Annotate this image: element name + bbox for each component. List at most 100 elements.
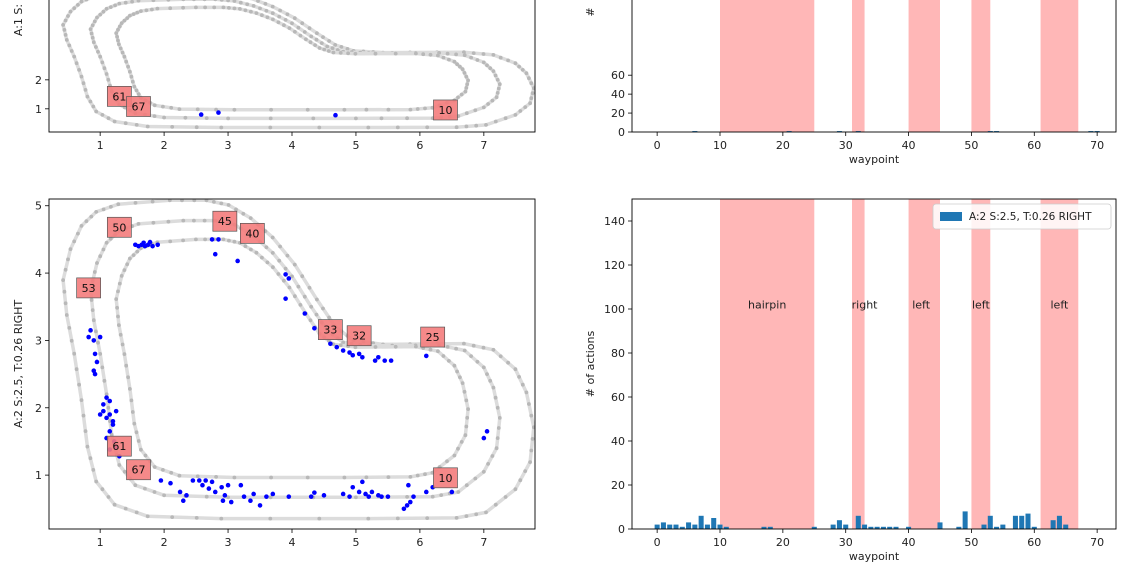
waypoint-marker — [219, 201, 224, 206]
waypoint-marker — [353, 345, 358, 350]
waypoint-marker — [283, 266, 288, 271]
waypoint-marker — [63, 18, 68, 23]
bar — [830, 524, 836, 529]
shaded-region — [908, 199, 940, 529]
waypoint-marker — [91, 104, 96, 109]
waypoint-marker — [523, 105, 528, 109]
waypoint-marker — [92, 19, 97, 24]
bar — [956, 526, 962, 529]
waypoint-marker — [122, 352, 127, 356]
action-point — [347, 494, 352, 499]
waypoint-marker — [106, 116, 111, 121]
waypoint-marker — [102, 378, 107, 383]
waypoint-marker — [296, 284, 301, 289]
waypoint-marker — [94, 329, 98, 334]
waypoint-marker — [313, 43, 317, 47]
bar — [667, 524, 673, 529]
waypoint-marker — [503, 495, 508, 499]
waypoint-marker — [445, 459, 449, 464]
y-tick-label: 0 — [618, 126, 625, 139]
waypoint-marker — [96, 340, 100, 345]
action-point — [228, 499, 234, 505]
bar — [987, 131, 993, 132]
waypoint-marker — [226, 0, 230, 3]
waypoint-marker — [131, 12, 136, 16]
waypoint-marker — [192, 218, 196, 223]
waypoint-marker — [469, 354, 473, 358]
waypoint-marker — [181, 218, 186, 223]
action-point — [286, 276, 292, 281]
waypoint-marker — [195, 474, 200, 479]
waypoint-label-box — [212, 210, 238, 232]
waypoint-marker — [309, 304, 314, 309]
action-point — [92, 351, 98, 357]
action-point — [150, 243, 155, 249]
waypoint-label-text: 33 — [323, 324, 337, 337]
waypoint-marker — [408, 475, 413, 479]
legend-label: A:2 S:2.5, T:0.26 RIGHT — [969, 211, 1092, 223]
bar — [1019, 515, 1025, 529]
x-tick-label: 30 — [839, 139, 853, 152]
waypoint-marker — [282, 278, 286, 283]
waypoint-marker — [130, 410, 135, 414]
bar — [893, 526, 899, 529]
hist-y-axis-label: # — [584, 7, 597, 16]
waypoint-marker — [90, 35, 95, 40]
shaded-region — [720, 0, 815, 132]
waypoint-marker — [473, 108, 478, 113]
waypoint-marker — [125, 262, 130, 267]
waypoint-marker — [72, 54, 77, 59]
waypoint-marker — [69, 49, 74, 53]
waypoint-label-box — [420, 326, 446, 348]
waypoint-marker — [221, 237, 226, 242]
waypoint-marker — [292, 16, 297, 21]
x-tick-label: 6 — [416, 536, 423, 549]
waypoint-marker — [293, 29, 297, 34]
waypoint-marker — [74, 367, 79, 372]
waypoint-label-box — [106, 435, 132, 457]
waypoint-marker — [488, 66, 493, 71]
waypoint-marker — [425, 125, 430, 130]
shaded-region — [852, 199, 865, 529]
bar — [811, 526, 817, 529]
waypoint-marker — [100, 365, 105, 370]
waypoint-marker — [168, 6, 173, 11]
waypoint-marker — [258, 6, 262, 11]
bar — [660, 522, 666, 529]
waypoint-marker — [300, 274, 305, 279]
waypoint-marker — [270, 11, 275, 16]
waypoint-marker — [64, 38, 69, 42]
waypoint-marker — [285, 253, 290, 258]
waypoint-marker — [134, 123, 139, 127]
x-axis-label: waypoint — [849, 153, 900, 166]
waypoint-marker — [129, 398, 134, 403]
action-point — [86, 334, 91, 340]
waypoint-marker — [161, 468, 165, 472]
bar — [1025, 513, 1031, 529]
waypoint-marker — [166, 0, 171, 2]
waypoint-marker — [151, 220, 156, 225]
bar — [906, 526, 912, 529]
shaded-region — [908, 0, 940, 132]
action-point — [147, 239, 153, 245]
x-tick-label: 40 — [902, 139, 916, 152]
waypoint-marker — [445, 51, 450, 56]
waypoint-marker — [330, 46, 335, 51]
waypoint-label-text: 67 — [132, 464, 146, 477]
waypoint-marker — [127, 387, 132, 391]
waypoint-marker — [79, 0, 84, 4]
waypoint-label-10: 10 — [433, 467, 458, 489]
waypoint-label-40: 40 — [240, 222, 265, 244]
waypoint-marker — [338, 51, 343, 55]
action-point — [155, 242, 161, 248]
plot-area: 50 45 40 53 33 32 25 61 67 10 — [61, 199, 535, 521]
waypoint-marker — [460, 67, 465, 72]
waypoint-marker — [464, 424, 469, 429]
waypoint-marker — [317, 125, 322, 130]
track-line — [61, 0, 535, 130]
waypoint-marker — [143, 453, 148, 458]
shaded-region — [1040, 199, 1079, 529]
waypoint-marker — [106, 77, 111, 82]
waypoint-marker — [475, 58, 480, 62]
waypoint-marker — [90, 308, 95, 312]
